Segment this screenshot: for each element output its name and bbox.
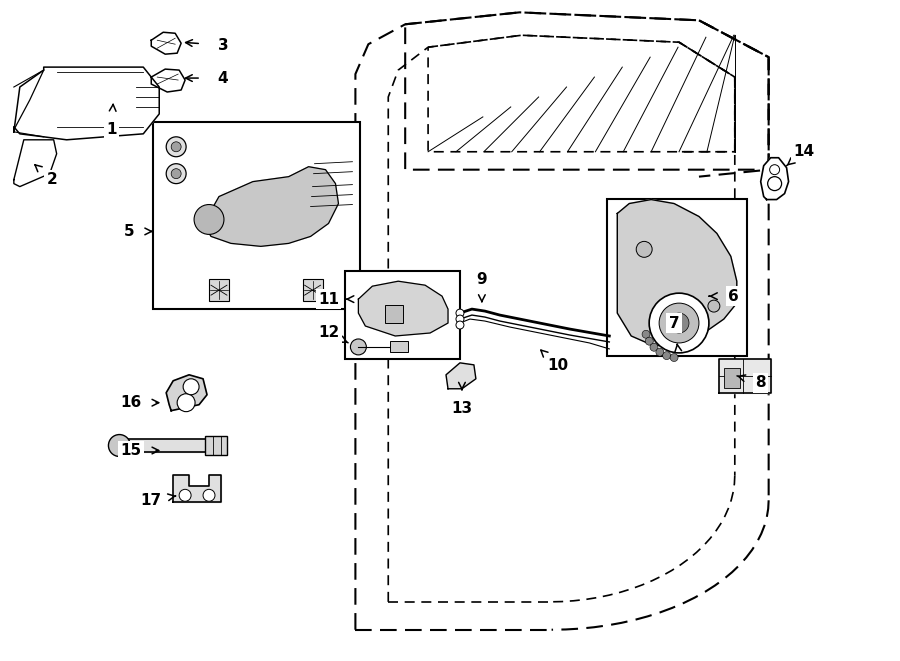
Circle shape xyxy=(669,313,689,333)
Circle shape xyxy=(642,330,650,338)
Polygon shape xyxy=(358,281,448,336)
Circle shape xyxy=(108,434,130,457)
Circle shape xyxy=(650,343,658,351)
Text: 6: 6 xyxy=(728,289,739,303)
Circle shape xyxy=(350,339,366,355)
Circle shape xyxy=(770,165,779,175)
Circle shape xyxy=(203,489,215,501)
Text: 15: 15 xyxy=(121,443,142,458)
Circle shape xyxy=(649,293,709,353)
Text: 4: 4 xyxy=(218,71,229,85)
Polygon shape xyxy=(446,363,476,389)
Text: 2: 2 xyxy=(46,172,57,187)
Polygon shape xyxy=(173,475,221,502)
Bar xyxy=(209,279,229,301)
Circle shape xyxy=(645,337,653,345)
Circle shape xyxy=(456,309,464,317)
Circle shape xyxy=(456,321,464,329)
Polygon shape xyxy=(120,438,207,453)
Polygon shape xyxy=(151,32,181,54)
Circle shape xyxy=(166,137,186,157)
Text: 10: 10 xyxy=(547,358,568,373)
Text: 9: 9 xyxy=(477,272,487,287)
Bar xyxy=(346,271,460,359)
Circle shape xyxy=(456,315,464,323)
Polygon shape xyxy=(14,67,159,140)
Polygon shape xyxy=(151,69,185,92)
Circle shape xyxy=(768,176,781,190)
Bar xyxy=(391,341,409,352)
Bar xyxy=(153,122,360,309)
Polygon shape xyxy=(760,158,788,200)
Circle shape xyxy=(177,394,195,412)
Text: 13: 13 xyxy=(452,401,472,416)
Text: 8: 8 xyxy=(755,375,766,390)
Text: 7: 7 xyxy=(669,315,680,330)
Polygon shape xyxy=(203,167,338,247)
Bar xyxy=(724,368,740,388)
Text: 12: 12 xyxy=(318,325,339,340)
Text: 3: 3 xyxy=(218,38,229,53)
Text: 5: 5 xyxy=(124,224,135,239)
Circle shape xyxy=(656,348,664,356)
Bar xyxy=(302,279,322,301)
Text: 11: 11 xyxy=(318,292,339,307)
Polygon shape xyxy=(617,200,737,346)
Bar xyxy=(205,436,227,455)
Circle shape xyxy=(670,354,678,362)
Text: 16: 16 xyxy=(121,395,142,410)
Text: 1: 1 xyxy=(106,122,117,137)
Circle shape xyxy=(179,489,191,501)
Circle shape xyxy=(659,303,699,343)
Text: 17: 17 xyxy=(140,493,162,508)
Polygon shape xyxy=(14,140,57,186)
Bar xyxy=(608,198,747,356)
Circle shape xyxy=(166,164,186,184)
Circle shape xyxy=(708,300,720,312)
Bar xyxy=(385,305,403,323)
Circle shape xyxy=(171,142,181,152)
Polygon shape xyxy=(166,375,207,410)
Circle shape xyxy=(194,204,224,235)
Circle shape xyxy=(636,241,652,257)
Circle shape xyxy=(662,352,670,360)
Text: 14: 14 xyxy=(793,144,814,159)
Circle shape xyxy=(183,379,199,395)
Polygon shape xyxy=(719,359,770,393)
Circle shape xyxy=(171,169,181,178)
